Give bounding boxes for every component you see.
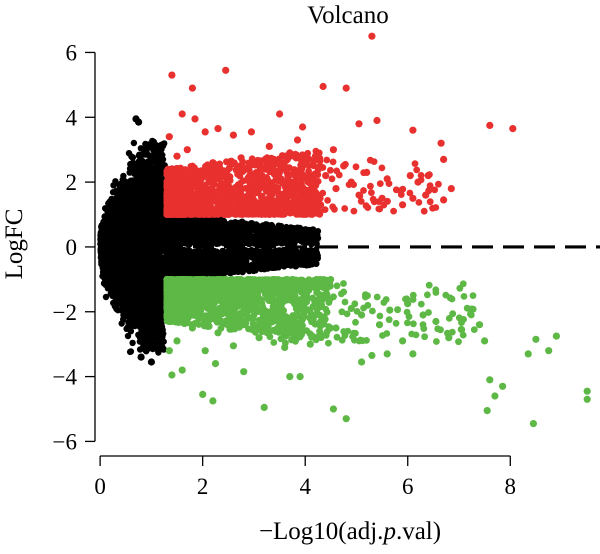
background-points-layer: [97, 137, 478, 356]
data-point-ns: [102, 293, 110, 301]
